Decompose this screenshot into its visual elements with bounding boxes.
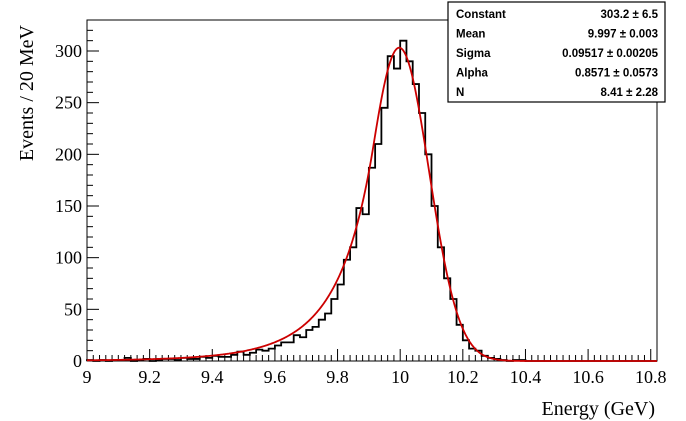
stats-label: Constant bbox=[456, 9, 506, 21]
fit-curve bbox=[86, 46, 657, 362]
y-tick-label: 50 bbox=[64, 299, 82, 319]
y-tick-label: 150 bbox=[55, 196, 82, 216]
stats-value: 0.09517 ± 0.00205 bbox=[562, 48, 658, 60]
stats-value: 303.2 ± 6.5 bbox=[601, 9, 659, 21]
stats-value: 8.41 ± 2.28 bbox=[601, 87, 659, 99]
x-tick-label: 10 bbox=[391, 367, 409, 387]
histogram-series bbox=[86, 39, 657, 362]
y-tick-label: 100 bbox=[55, 248, 82, 268]
y-tick-label: 300 bbox=[55, 41, 82, 61]
stats-label: Sigma bbox=[456, 48, 491, 60]
stats-label: Alpha bbox=[456, 68, 489, 80]
stats-value: 0.8571 ± 0.0573 bbox=[575, 68, 658, 80]
stats-box-frame bbox=[447, 1, 666, 103]
stats-label: Mean bbox=[456, 29, 485, 41]
x-tick-label: 9.4 bbox=[201, 367, 224, 387]
x-tick-label: 9.6 bbox=[264, 367, 287, 387]
x-tick-label: 10.6 bbox=[572, 367, 604, 387]
x-tick-label: 9.8 bbox=[326, 367, 349, 387]
stats-label: N bbox=[456, 87, 464, 99]
x-tick-label: 9.2 bbox=[138, 367, 161, 387]
x-axis-title: Energy (GeV) bbox=[542, 398, 655, 420]
x-tick-label: 9 bbox=[83, 367, 92, 387]
y-axis: 0 50 100 150 200 250 300 bbox=[55, 29, 99, 371]
stats-value: 9.997 ± 0.003 bbox=[588, 29, 658, 41]
y-tick-label: 200 bbox=[55, 144, 82, 164]
y-axis-title: Events / 20 MeV bbox=[16, 24, 38, 161]
plot-frame bbox=[86, 19, 658, 362]
y-tick-label: 250 bbox=[55, 93, 82, 113]
x-tick-label: 10.4 bbox=[510, 367, 542, 387]
stats-box: Constant 303.2 ± 6.5 Mean 9.997 ± 0.003 Sigm… bbox=[447, 1, 666, 103]
x-tick-label: 10.8 bbox=[635, 367, 667, 387]
x-tick-label: 10.2 bbox=[447, 367, 479, 387]
x-axis: 9 9.2 9.4 9.6 9.8 10 10.2 10.4 10.6 10.8 bbox=[83, 349, 667, 387]
y-tick-label: 0 bbox=[73, 351, 82, 371]
